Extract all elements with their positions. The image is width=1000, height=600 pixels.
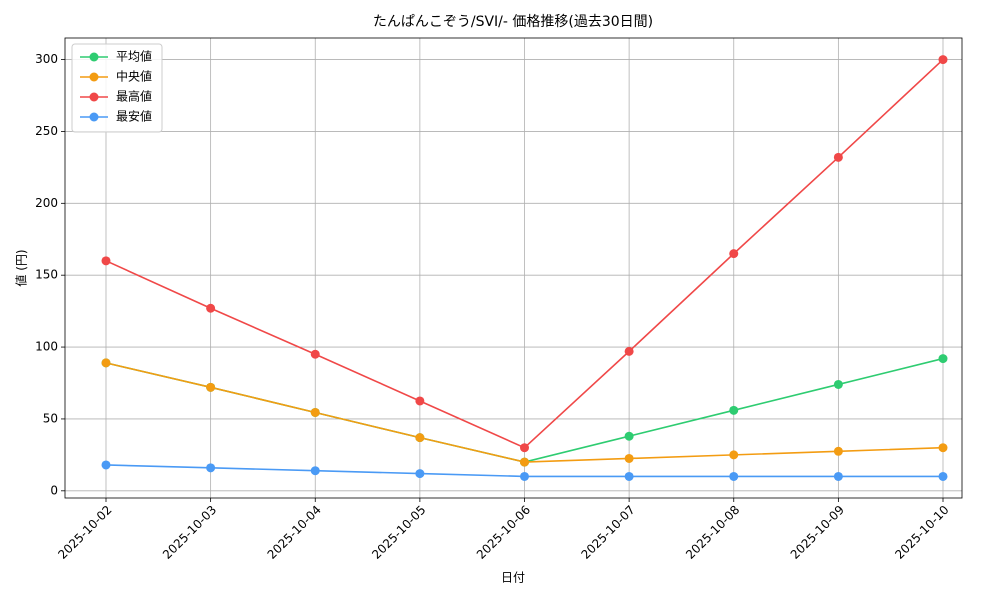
- data-point: [310, 466, 320, 476]
- data-point: [833, 446, 843, 456]
- legend-marker: [89, 52, 99, 62]
- y-tick-label: 50: [43, 411, 58, 425]
- x-axis-label: 日付: [501, 571, 525, 585]
- data-point: [624, 471, 634, 481]
- data-point: [206, 303, 216, 313]
- data-point: [101, 256, 111, 266]
- data-point: [624, 453, 634, 463]
- data-point: [101, 460, 111, 470]
- data-point: [310, 349, 320, 359]
- y-tick-label: 200: [35, 196, 58, 210]
- data-point: [938, 471, 948, 481]
- plot-frame: [64, 37, 963, 499]
- data-point: [415, 433, 425, 443]
- data-point: [206, 382, 216, 392]
- data-point: [729, 249, 739, 259]
- data-point: [729, 405, 739, 415]
- y-tick-label: 300: [35, 52, 58, 66]
- legend-label: 最安値: [116, 109, 152, 124]
- data-point: [833, 379, 843, 389]
- y-axis-label: 値 (円): [14, 249, 29, 286]
- data-point: [624, 346, 634, 356]
- data-point: [415, 396, 425, 406]
- legend-marker: [89, 92, 99, 102]
- data-point: [415, 469, 425, 479]
- legend-marker: [89, 72, 99, 82]
- data-point: [729, 471, 739, 481]
- y-tick-label: 150: [35, 268, 58, 282]
- data-point: [520, 471, 529, 481]
- y-tick-label: 0: [50, 483, 58, 497]
- legend-marker: [89, 112, 99, 122]
- data-point: [729, 450, 739, 460]
- data-point: [833, 152, 843, 162]
- y-tick-label: 100: [35, 340, 58, 354]
- data-point: [938, 443, 948, 453]
- data-point: [833, 471, 843, 481]
- data-point: [938, 55, 948, 65]
- data-point: [206, 463, 216, 473]
- data-point: [310, 407, 320, 417]
- data-point: [938, 354, 948, 364]
- legend-label: 平均値: [116, 49, 152, 64]
- data-point: [624, 431, 634, 441]
- data-point: [520, 443, 529, 453]
- legend-label: 最高値: [116, 89, 152, 104]
- chart-title: たんぱんこぞう/SVI/- 価格推移(過去30日間): [373, 14, 653, 30]
- data-point: [101, 358, 111, 368]
- legend-box: [71, 43, 163, 133]
- legend-label: 中央値: [116, 69, 152, 84]
- data-point: [520, 457, 529, 467]
- y-tick-label: 250: [35, 124, 58, 138]
